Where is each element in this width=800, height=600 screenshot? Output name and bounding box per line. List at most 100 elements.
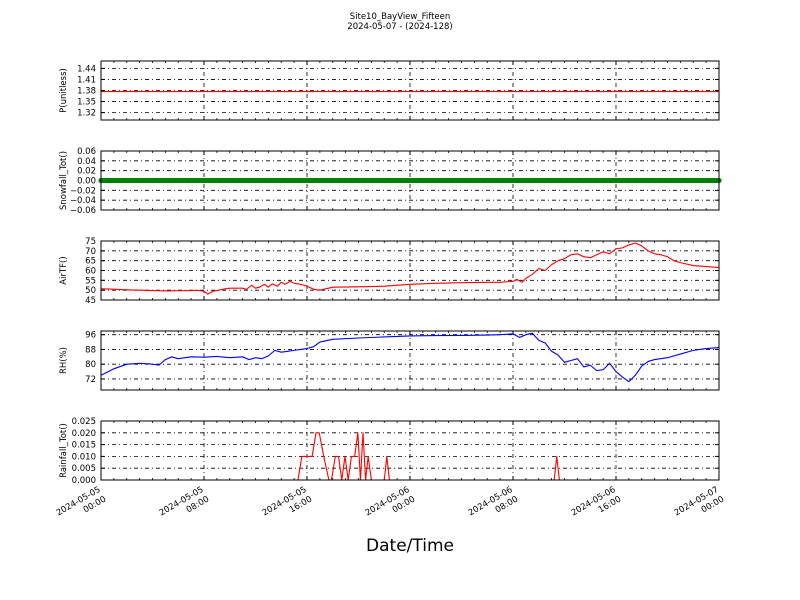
y-tick-label: 45 (85, 296, 96, 306)
x-tick-label: 2024-05-0608:00 (467, 485, 520, 528)
data-point (471, 177, 477, 184)
series-4-0-line (101, 432, 719, 481)
data-point (703, 177, 709, 184)
x-tick-labels: 2024-05-0500:00 2024-05-0508:00 2024-05-05… (55, 485, 726, 528)
y-axis-label: RH(%) (59, 347, 69, 374)
y-tick-label: 80 (85, 360, 96, 370)
data-point (130, 177, 136, 184)
data-point (272, 177, 278, 184)
data-point (375, 177, 381, 184)
y-tick-label: −0.06 (70, 206, 96, 216)
data-point (523, 177, 529, 184)
data-point (104, 177, 111, 184)
y-tick-label: 0.015 (72, 441, 96, 451)
y-axis-label: P(unitless) (59, 68, 69, 113)
series-2-0-line (100, 242, 720, 295)
data-point (162, 177, 168, 184)
y-tick-label: 96 (85, 331, 96, 341)
data-point (201, 177, 207, 184)
data-point (188, 177, 194, 184)
data-point (619, 177, 626, 184)
x-tick-label: 2024-05-0500:00 (55, 485, 108, 528)
y-tick-label: 72 (85, 375, 96, 385)
y-tick-label: 1.32 (77, 109, 96, 119)
data-point (310, 177, 317, 184)
data-point (259, 177, 265, 184)
data-point (388, 177, 394, 184)
data-point (137, 177, 143, 184)
data-point (368, 177, 374, 184)
y-axis-label: Snowfall_Tot() (59, 151, 69, 210)
data-point (516, 177, 523, 184)
data-point (465, 177, 471, 184)
data-point (297, 177, 304, 184)
plot-frame (100, 420, 720, 481)
data-point (600, 177, 606, 184)
data-point (413, 177, 420, 184)
y-tick-label: 70 (85, 247, 96, 257)
data-point (252, 177, 259, 184)
data-point (426, 177, 432, 184)
data-point (529, 177, 535, 184)
y-tick-label: 0.000 (72, 476, 96, 486)
data-point (220, 177, 226, 184)
data-point (207, 177, 214, 184)
data-point (265, 177, 271, 184)
data-point (671, 177, 677, 184)
data-point (690, 177, 696, 184)
y-tick-label: 1.41 (77, 75, 96, 85)
subplots: 1.321.351.381.411.44P(unitless)−0.06−0.0… (59, 60, 722, 486)
x-tick-label: 2024-05-0700:00 (673, 485, 726, 528)
data-point (568, 177, 574, 184)
data-point (458, 177, 465, 184)
data-point (626, 177, 632, 184)
panel-3: 72 80 88 96 RH(%) (59, 330, 720, 391)
data-point (561, 177, 568, 184)
y-tick-label: 0.005 (72, 464, 96, 474)
data-point (149, 177, 156, 184)
chart-title: Site10_BayView_Fifteen (350, 12, 451, 22)
data-point (355, 177, 362, 184)
plot-frame (100, 330, 720, 391)
y-tick-label: 0.020 (72, 429, 96, 439)
data-point (240, 177, 246, 184)
y-axis-label: Rainfall_Tot() (59, 423, 69, 478)
data-point (684, 177, 690, 184)
data-point (362, 177, 368, 184)
data-point (394, 177, 400, 184)
data-point (652, 177, 658, 184)
data-point (111, 177, 117, 184)
data-point (227, 177, 233, 184)
data-point (574, 177, 580, 184)
y-tick-label: 0.02 (77, 167, 96, 177)
y-tick-label: 1.44 (77, 64, 96, 74)
y-tick-label: −0.02 (70, 186, 96, 196)
y-tick-label: −0.04 (70, 196, 96, 206)
plot-frame (100, 60, 720, 121)
data-point (343, 177, 349, 184)
data-point (285, 177, 291, 184)
data-point (658, 177, 664, 184)
data-point (400, 177, 407, 184)
data-point (491, 177, 497, 184)
data-point (156, 177, 162, 184)
data-point (510, 177, 516, 184)
data-point (214, 177, 220, 184)
data-point (697, 177, 703, 184)
data-point (606, 177, 613, 184)
data-point (323, 177, 329, 184)
data-point (709, 177, 716, 184)
data-point (549, 177, 555, 184)
x-tick-label: 2024-05-0616:00 (570, 485, 623, 528)
data-point (632, 177, 638, 184)
y-tick-label: 0.00 (77, 177, 96, 187)
y-axis-label: AirTF() (59, 256, 69, 284)
y-tick-label: 65 (85, 257, 96, 267)
data-point (420, 177, 426, 184)
series-3-0-line (100, 332, 720, 383)
data-point (278, 177, 284, 184)
y-tick-label: 0.025 (72, 417, 96, 427)
panel-0: 1.321.351.38 1.411.44 P(unitless) (59, 60, 720, 121)
x-tick-label: 2024-05-0516:00 (261, 485, 314, 528)
